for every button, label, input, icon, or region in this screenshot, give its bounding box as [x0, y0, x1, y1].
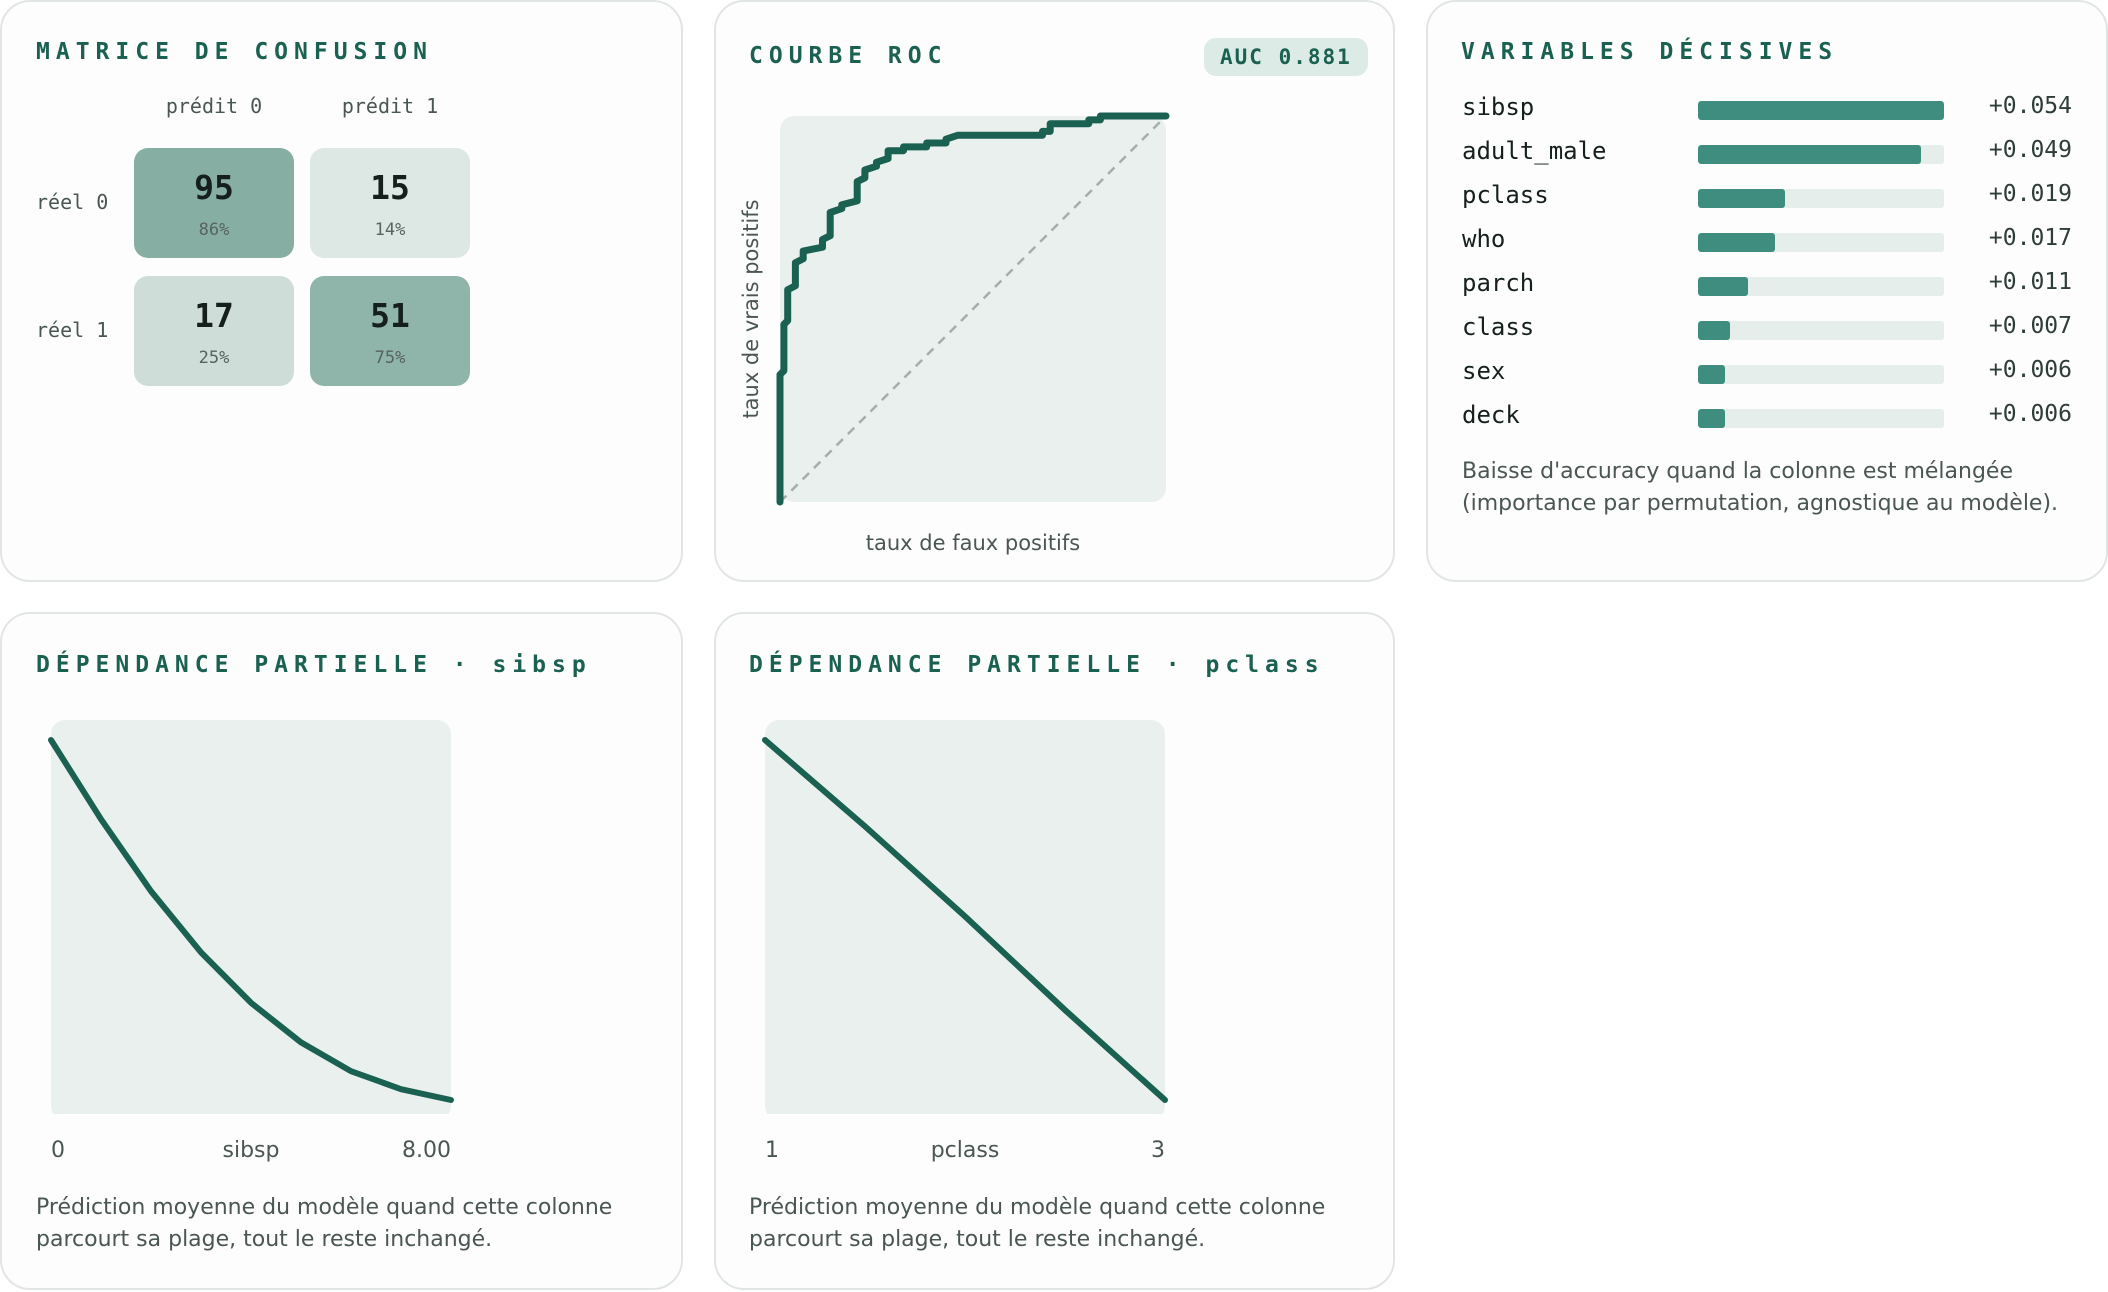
feature-value: +0.019 — [1988, 181, 2072, 207]
pdp-pclass-x-max: 3 — [1151, 1138, 1165, 1163]
feature-bar-track — [1698, 189, 1944, 208]
feature-name: sex — [1462, 357, 1506, 385]
roc-curve-title: COURBE ROC — [749, 43, 948, 69]
feature-bar-track — [1698, 365, 1944, 384]
cell-count: 51 — [370, 296, 410, 335]
feature-importance-title: VARIABLES DÉCISIVES — [1461, 39, 1839, 65]
roc-diagonal-line — [779, 115, 1167, 503]
feature-importance-card: VARIABLES DÉCISIVES sibsp +0.054 adult_mal… — [1426, 0, 2108, 582]
col-header-pred-0: prédit 0 — [165, 94, 263, 118]
confusion-matrix-title: MATRICE DE CONFUSION — [36, 39, 433, 65]
pdp-sibsp-curve — [48, 737, 454, 1103]
feature-row-adult-male: adult_male +0.049 — [1462, 133, 2072, 173]
roc-curve-card: COURBE ROC AUC 0.881 taux de faux positi… — [714, 0, 1395, 582]
roc-chart: taux de faux positifs taux de vrais posi… — [739, 112, 1170, 555]
roc-x-axis-label: taux de faux positifs — [866, 531, 1080, 555]
pdp-sibsp-x-min: 0 — [51, 1138, 65, 1163]
confusion-cell-1-1: 51 75% — [310, 276, 470, 386]
pdp-sibsp-title: DÉPENDANCE PARTIELLE · sibsp — [36, 652, 592, 678]
pdp-pclass-title: DÉPENDANCE PARTIELLE · pclass — [749, 652, 1325, 678]
feature-value: +0.054 — [1988, 93, 2072, 119]
feature-bar — [1698, 277, 1749, 296]
feature-name: deck — [1462, 401, 1520, 429]
cell-percentage: 14% — [374, 220, 406, 240]
feature-name: class — [1462, 313, 1535, 341]
pdp-sibsp-note: Prédiction moyenne du modèle quand cette… — [36, 1195, 613, 1252]
feature-bar — [1698, 365, 1726, 384]
row-header-real-1: réel 1 — [36, 318, 109, 342]
roc-y-axis-label: taux de vrais positifs — [739, 199, 763, 418]
feature-row-class: class +0.007 — [1462, 309, 2072, 349]
feature-bar — [1698, 409, 1726, 428]
cell-percentage: 75% — [374, 348, 406, 368]
feature-value: +0.017 — [1988, 225, 2072, 251]
feature-importance-list: sibsp +0.054 adult_male +0.049 pclass +0.019 w… — [1462, 89, 2072, 449]
feature-name: parch — [1462, 269, 1535, 297]
pdp-pclass-chart — [762, 720, 1168, 1114]
feature-bar — [1698, 321, 1730, 340]
pdp-sibsp-card: DÉPENDANCE PARTIELLE · sibsp 0 sibsp 8.0… — [0, 612, 683, 1290]
feature-bar — [1698, 189, 1785, 208]
roc-curve-line — [776, 112, 1170, 506]
feature-bar-track — [1698, 145, 1944, 164]
feature-bar-track — [1698, 277, 1944, 296]
pdp-pclass-x-label: pclass — [930, 1138, 1000, 1163]
feature-bar — [1698, 145, 1922, 164]
pdp-pclass-x-min: 1 — [765, 1138, 779, 1163]
confusion-cell-1-0: 17 25% — [134, 276, 294, 386]
feature-bar — [1698, 101, 1944, 120]
feature-value: +0.006 — [1988, 357, 2072, 383]
feature-bar — [1698, 233, 1776, 252]
feature-name: pclass — [1462, 181, 1549, 209]
feature-value: +0.011 — [1988, 269, 2072, 295]
feature-value: +0.007 — [1988, 313, 2072, 339]
cell-count: 15 — [370, 168, 410, 207]
feature-row-sex: sex +0.006 — [1462, 353, 2072, 393]
pdp-pclass-note: Prédiction moyenne du modèle quand cette… — [749, 1195, 1326, 1252]
auc-badge: AUC 0.881 — [1204, 38, 1368, 76]
feature-importance-note: Baisse d'accuracy quand la colonne est m… — [1462, 459, 2059, 516]
cell-count: 95 — [194, 168, 234, 207]
feature-row-parch: parch +0.011 — [1462, 265, 2072, 305]
feature-name: sibsp — [1462, 93, 1535, 121]
feature-bar-track — [1698, 233, 1944, 252]
confusion-matrix-card: MATRICE DE CONFUSION prédit 0 prédit 1 r… — [0, 0, 683, 582]
feature-row-deck: deck +0.006 — [1462, 397, 2072, 437]
feature-value: +0.006 — [1988, 401, 2072, 427]
feature-row-who: who +0.017 — [1462, 221, 2072, 261]
feature-value: +0.049 — [1988, 137, 2072, 163]
col-header-pred-1: prédit 1 — [341, 94, 439, 118]
feature-row-pclass: pclass +0.019 — [1462, 177, 2072, 217]
pdp-pclass-card: DÉPENDANCE PARTIELLE · pclass 1 pclass 3… — [714, 612, 1395, 1290]
feature-bar-track — [1698, 101, 1944, 120]
pdp-sibsp-x-label: sibsp — [222, 1138, 280, 1163]
cell-count: 17 — [194, 296, 234, 335]
feature-name: who — [1462, 225, 1506, 253]
row-header-real-0: réel 0 — [36, 190, 109, 214]
pdp-sibsp-x-max: 8.00 — [402, 1138, 451, 1163]
feature-bar-track — [1698, 321, 1944, 340]
feature-row-sibsp: sibsp +0.054 — [1462, 89, 2072, 129]
feature-bar-track — [1698, 409, 1944, 428]
feature-name: adult_male — [1462, 137, 1607, 165]
pdp-sibsp-plot-area — [51, 720, 451, 1114]
cell-percentage: 86% — [198, 220, 230, 240]
confusion-cell-0-1: 15 14% — [310, 148, 470, 258]
confusion-cell-0-0: 95 86% — [134, 148, 294, 258]
pdp-sibsp-chart — [48, 720, 454, 1114]
pdp-pclass-curve — [762, 737, 1168, 1103]
cell-percentage: 25% — [198, 348, 230, 368]
